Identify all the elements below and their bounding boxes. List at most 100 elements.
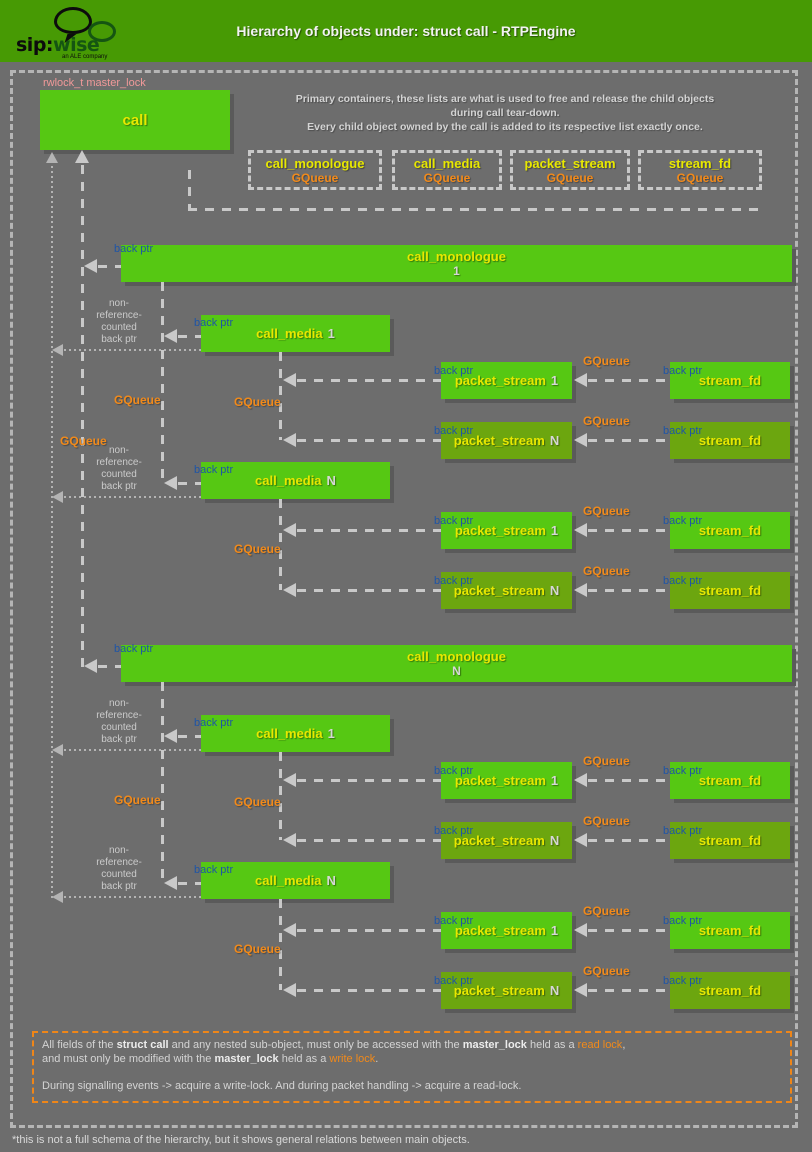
back-ptr-label: back ptr [663, 915, 703, 927]
gqueue-link [297, 439, 441, 442]
gqueue-link [297, 839, 441, 842]
call-media-label: call_media N [255, 472, 336, 490]
footer-line: All fields of the struct call and any ne… [42, 1039, 782, 1053]
back-ptr-label: back ptr [194, 464, 234, 476]
non-ref-label-line: counted [101, 722, 137, 733]
packet-stream-box: packet_stream N [441, 972, 572, 1009]
packet-stream-label: packet_stream 1 [455, 372, 558, 390]
non-ref-label-line: non- [108, 298, 129, 309]
arrow-left-icon [164, 329, 177, 343]
arrow-left-icon [283, 773, 296, 787]
stream-fd-title: stream_fd [698, 923, 762, 938]
packet-stream-suffix: 1 [550, 922, 559, 938]
non-ref-label-line: back ptr [101, 881, 137, 892]
non-ref-label-line: non- [108, 445, 129, 456]
call-media-title: call_media [255, 872, 322, 888]
back-ptr-label: back ptr [114, 243, 154, 255]
legend-box-packet-stream: packet_stream GQueue [510, 150, 630, 190]
packet-stream-label: packet_stream 1 [455, 922, 558, 940]
call-box: call [40, 90, 230, 150]
arrow-left-icon [84, 259, 97, 273]
non-ref-label-line: counted [101, 322, 137, 333]
arrow-left-icon [574, 983, 587, 997]
call-monologue-title: call_monologue [407, 249, 506, 264]
stream-fd-box: stream_fd [670, 422, 790, 459]
non-ref-label-line: reference- [96, 457, 142, 468]
packet-stream-box: packet_stream N [441, 822, 572, 859]
sipwise-logo: sip:wise an ALE company [14, 2, 154, 60]
back-ptr-arrow [178, 735, 201, 738]
arrow-left-icon [574, 373, 587, 387]
back-ptr-arrow [588, 589, 670, 592]
packet-stream-box: packet_stream N [441, 422, 572, 459]
lock-rules-note: All fields of the struct call and any ne… [32, 1031, 792, 1103]
stream-fd-box: stream_fd [670, 912, 790, 949]
arrow-left-icon [283, 983, 296, 997]
logo-wordmark: sip:wise [16, 34, 100, 56]
back-ptr-arrow [588, 439, 670, 442]
non-ref-label: non-reference-counted back ptr [86, 698, 152, 746]
gqueue-rail-streams [279, 499, 282, 590]
gqueue-rail-medias [161, 682, 164, 885]
arrow-left-icon [52, 491, 63, 503]
packet-stream-box: packet_stream 1 [441, 912, 572, 949]
call-monologue-box: call_monologue N [121, 645, 792, 682]
non-ref-label: non-reference-counted back ptr [86, 298, 152, 346]
packet-stream-title: packet_stream [453, 582, 545, 598]
legend-box-call-media: call_media GQueue [392, 150, 502, 190]
call-monologue-suffix: 1 [453, 264, 460, 278]
back-ptr-label: back ptr [434, 765, 474, 777]
stream-fd-title: stream_fd [698, 373, 762, 388]
footer-line: and must only be modified with the maste… [42, 1053, 782, 1067]
non-ref-label-line: reference- [96, 710, 142, 721]
logo-tagline: an ALE company [62, 54, 108, 60]
back-ptr-label: back ptr [434, 425, 474, 437]
packet-stream-suffix: N [549, 582, 560, 598]
legend-gqueue-label: GQueue [676, 171, 724, 185]
stream-fd-box: stream_fd [670, 762, 790, 799]
call-media-suffix: 1 [327, 325, 335, 341]
master-lock-label: rwlock_t master_lock [43, 77, 146, 89]
arrow-up-icon [75, 150, 89, 163]
arrow-left-icon [164, 876, 177, 890]
arrow-left-icon [574, 833, 587, 847]
legend-gqueue-label: GQueue [291, 171, 339, 185]
packet-stream-suffix: 1 [550, 372, 559, 388]
intro-line: during call tear-down. [450, 107, 560, 119]
call-media-label: call_media 1 [256, 325, 335, 343]
call-media-suffix: N [326, 872, 336, 888]
call-monologue-box: call_monologue 1 [121, 245, 792, 282]
back-ptr-label: back ptr [194, 717, 234, 729]
arrow-left-icon [574, 523, 587, 537]
footer-text-segment: held as a [278, 1052, 330, 1065]
stream-fd-title: stream_fd [698, 773, 762, 788]
call-box-label: call [122, 111, 148, 129]
arrow-left-icon [574, 583, 587, 597]
arrow-left-icon [164, 476, 177, 490]
packet-stream-suffix: N [549, 832, 560, 848]
back-ptr-arrow [588, 839, 670, 842]
back-ptr-label: back ptr [194, 317, 234, 329]
gqueue-link [297, 589, 441, 592]
arrow-left-icon [52, 344, 63, 356]
arrow-left-icon [283, 583, 296, 597]
legend-gqueue-label: GQueue [423, 171, 471, 185]
call-monologue-title: call_monologue [407, 649, 506, 664]
packet-stream-label: packet_stream 1 [455, 772, 558, 790]
non-ref-label-line: counted [101, 469, 137, 480]
intro-line: Every child object owned by the call is … [307, 121, 703, 133]
packet-stream-suffix: N [549, 982, 560, 998]
gqueue-label: GQueue [583, 964, 630, 978]
call-media-box: call_media N [201, 462, 390, 499]
gqueue-label: GQueue [583, 904, 630, 918]
intro-text: Primary containers, these lists are what… [240, 92, 770, 134]
arrow-left-icon [84, 659, 97, 673]
back-ptr-arrow [178, 882, 201, 885]
footnote: *this is not a full schema of the hierar… [12, 1134, 470, 1146]
back-ptr-arrow [178, 482, 201, 485]
call-media-box: call_media N [201, 862, 390, 899]
packet-stream-label: packet_stream 1 [455, 522, 558, 540]
gqueue-label: GQueue [583, 564, 630, 578]
stream-fd-box: stream_fd [670, 822, 790, 859]
non-ref-label-line: back ptr [101, 734, 137, 745]
